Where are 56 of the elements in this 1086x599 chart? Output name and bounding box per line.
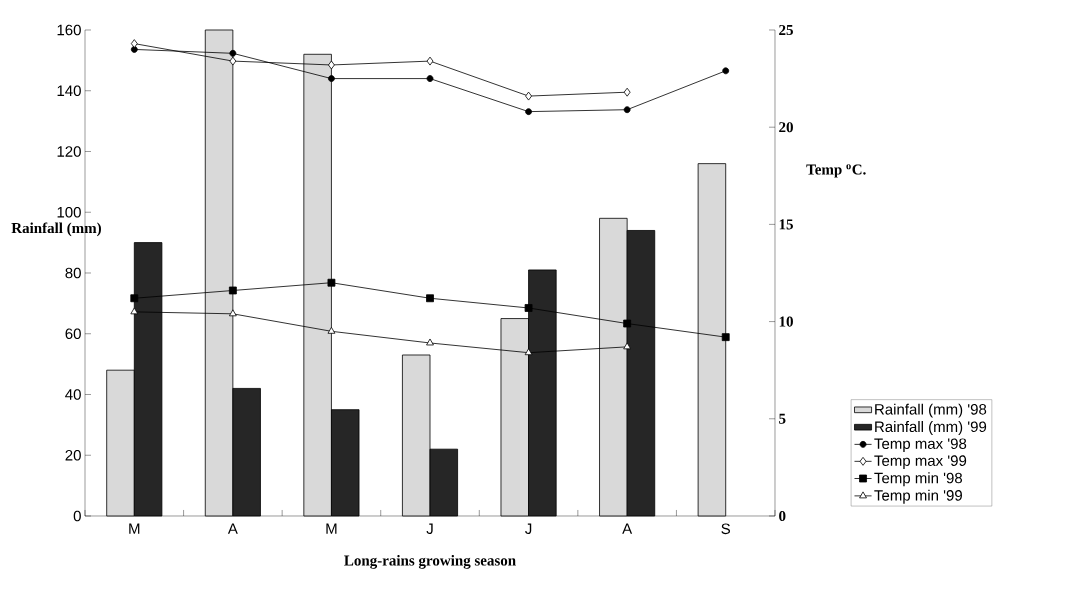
x-tick-label: M xyxy=(129,523,140,534)
x-tick-label: J xyxy=(525,523,532,534)
point xyxy=(426,294,434,303)
x-tick-label: A xyxy=(622,523,633,534)
x-tick-label: A xyxy=(227,523,238,534)
y2-tick-label: 15 xyxy=(779,219,793,230)
point xyxy=(328,60,335,70)
legend-label: Temp min '99 xyxy=(874,489,962,504)
x-tick-label: S xyxy=(721,523,731,535)
y2-tick-label: 10 xyxy=(779,316,793,327)
point xyxy=(525,91,532,101)
point xyxy=(525,108,532,116)
x-axis-title: Long-rains growing season xyxy=(344,555,516,569)
legend-label: Temp max '99 xyxy=(874,455,967,469)
point xyxy=(328,75,335,82)
x-tick-label: J xyxy=(426,523,433,534)
point xyxy=(130,307,139,315)
point xyxy=(229,49,237,57)
y2-tick-label: 0 xyxy=(779,510,786,522)
x-tick-label: M xyxy=(326,523,337,534)
y2-tick-label: 20 xyxy=(779,122,793,133)
y-tick-label: 0 xyxy=(73,510,81,522)
y-tick-label: 60 xyxy=(65,328,81,340)
point xyxy=(426,75,434,82)
point xyxy=(130,39,138,48)
point xyxy=(623,342,632,350)
y-tick-label: 40 xyxy=(65,389,81,400)
y-tick-label: 120 xyxy=(57,146,81,157)
legend-label: Rainfall (mm) '98 xyxy=(875,403,987,418)
point xyxy=(327,278,336,287)
point xyxy=(524,304,533,312)
y-tick-label: 140 xyxy=(57,85,81,97)
legend-label: Rainfall (mm) '99 xyxy=(875,421,987,435)
point xyxy=(228,286,237,295)
y-tick-label: 20 xyxy=(65,449,81,461)
point xyxy=(229,56,237,66)
point xyxy=(426,56,434,66)
point xyxy=(130,294,139,303)
point xyxy=(721,333,730,342)
point xyxy=(327,326,336,334)
y-tick-label: 160 xyxy=(57,24,81,36)
point xyxy=(524,348,533,356)
y2-axis-title: Temp $^{o}$C. xyxy=(806,164,866,178)
y-axis-title: Rainfall (mm) xyxy=(11,222,101,237)
y2-tick-label: 25 xyxy=(779,24,793,36)
point xyxy=(722,67,730,75)
point xyxy=(623,319,632,328)
point xyxy=(623,106,631,114)
point xyxy=(623,87,631,97)
point xyxy=(426,338,434,346)
point xyxy=(229,309,237,317)
y-tick-label: 100 xyxy=(57,206,81,218)
y-tick-label: 80 xyxy=(65,267,81,279)
y2-tick-label: 5 xyxy=(779,413,786,424)
legend-label: Temp max '98 xyxy=(874,438,967,452)
legend-label: Temp min '98 xyxy=(874,472,963,487)
